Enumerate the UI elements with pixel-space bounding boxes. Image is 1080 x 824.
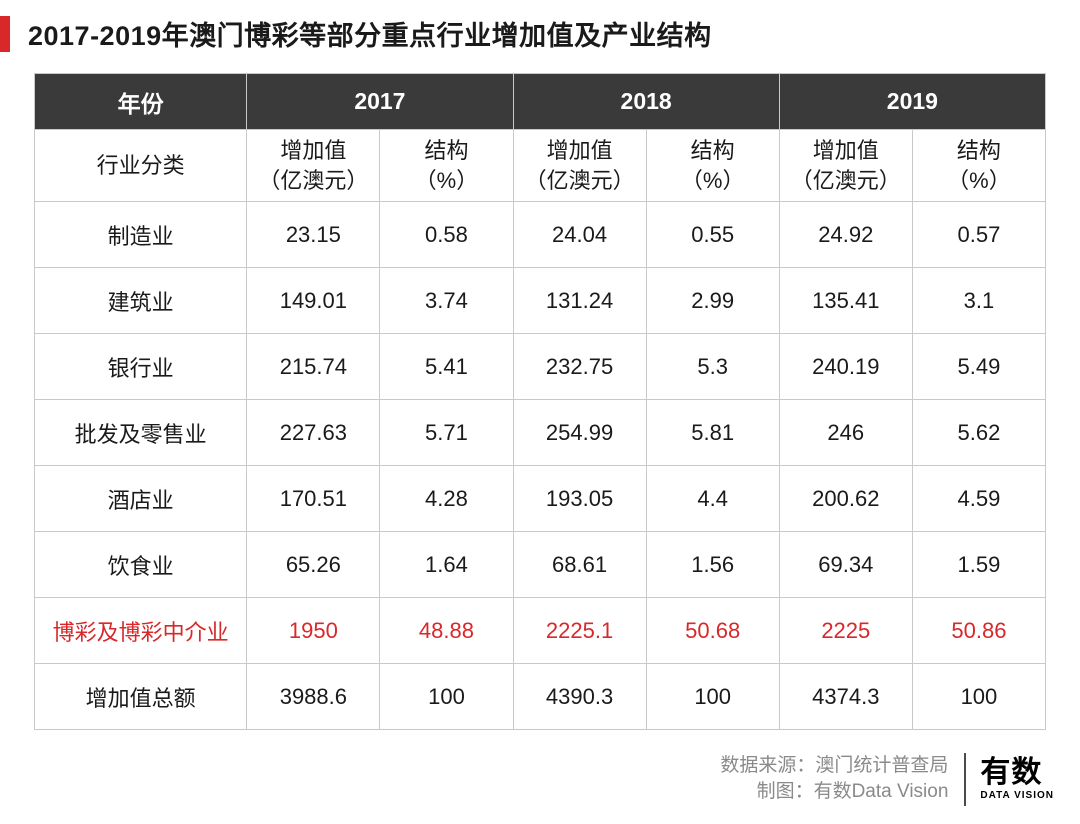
data-cell: 200.62 <box>779 466 912 532</box>
data-cell: 240.19 <box>779 334 912 400</box>
data-cell: 5.71 <box>380 400 513 466</box>
data-cell: 5.3 <box>646 334 779 400</box>
data-cell: 0.55 <box>646 202 779 268</box>
data-cell: 1.59 <box>912 532 1045 598</box>
row-name-cell: 银行业 <box>35 334 247 400</box>
data-cell: 4390.3 <box>513 664 646 730</box>
data-cell: 215.74 <box>247 334 380 400</box>
data-cell: 1.56 <box>646 532 779 598</box>
data-cell: 3988.6 <box>247 664 380 730</box>
data-cell: 23.15 <box>247 202 380 268</box>
table-container: 年份 2017 2018 2019 行业分类 增加值（亿澳元） 结构（%） 增加… <box>0 67 1080 730</box>
data-cell: 5.49 <box>912 334 1045 400</box>
data-cell: 24.92 <box>779 202 912 268</box>
year-header: 2017 <box>247 74 513 130</box>
table-row: 制造业23.150.5824.040.5524.920.57 <box>35 202 1046 268</box>
row-name-cell: 制造业 <box>35 202 247 268</box>
page-title: 2017-2019年澳门博彩等部分重点行业增加值及产业结构 <box>28 14 712 53</box>
data-cell: 227.63 <box>247 400 380 466</box>
subcol-header: 结构（%） <box>646 130 779 202</box>
data-cell: 135.41 <box>779 268 912 334</box>
row-name-cell: 增加值总额 <box>35 664 247 730</box>
subcol-header: 增加值（亿澳元） <box>513 130 646 202</box>
data-cell: 4.4 <box>646 466 779 532</box>
logo: 有数 DATA VISION <box>980 758 1054 801</box>
data-cell: 232.75 <box>513 334 646 400</box>
row-name-cell: 建筑业 <box>35 268 247 334</box>
data-cell: 4.28 <box>380 466 513 532</box>
source-credit: 数据来源：澳门统计普查局 制图：有数Data Vision <box>720 753 966 806</box>
data-cell: 149.01 <box>247 268 380 334</box>
data-cell: 65.26 <box>247 532 380 598</box>
footer: 数据来源：澳门统计普查局 制图：有数Data Vision 有数 DATA VI… <box>720 753 1054 806</box>
table-body: 制造业23.150.5824.040.5524.920.57建筑业149.013… <box>35 202 1046 730</box>
data-cell: 0.58 <box>380 202 513 268</box>
subcol-header: 结构（%） <box>380 130 513 202</box>
industry-table: 年份 2017 2018 2019 行业分类 增加值（亿澳元） 结构（%） 增加… <box>34 73 1046 730</box>
title-accent-mark <box>0 16 10 52</box>
data-cell: 48.88 <box>380 598 513 664</box>
year-header: 2019 <box>779 74 1045 130</box>
data-cell: 170.51 <box>247 466 380 532</box>
corner-header: 年份 <box>35 74 247 130</box>
row-name-cell: 饮食业 <box>35 532 247 598</box>
table-year-row: 年份 2017 2018 2019 <box>35 74 1046 130</box>
subcol-header: 结构（%） <box>912 130 1045 202</box>
data-cell: 193.05 <box>513 466 646 532</box>
data-cell: 131.24 <box>513 268 646 334</box>
data-cell: 100 <box>380 664 513 730</box>
data-cell: 50.86 <box>912 598 1045 664</box>
data-cell: 1950 <box>247 598 380 664</box>
table-row: 批发及零售业227.635.71254.995.812465.62 <box>35 400 1046 466</box>
data-cell: 0.57 <box>912 202 1045 268</box>
year-header: 2018 <box>513 74 779 130</box>
row-name-cell: 博彩及博彩中介业 <box>35 598 247 664</box>
data-cell: 3.74 <box>380 268 513 334</box>
data-cell: 4374.3 <box>779 664 912 730</box>
data-cell: 2.99 <box>646 268 779 334</box>
data-cell: 246 <box>779 400 912 466</box>
data-cell: 50.68 <box>646 598 779 664</box>
data-cell: 1.64 <box>380 532 513 598</box>
data-cell: 5.62 <box>912 400 1045 466</box>
data-cell: 5.41 <box>380 334 513 400</box>
data-cell: 69.34 <box>779 532 912 598</box>
logo-cn-text: 有数 <box>980 758 1054 788</box>
data-cell: 5.81 <box>646 400 779 466</box>
data-cell: 2225 <box>779 598 912 664</box>
table-row: 博彩及博彩中介业195048.882225.150.68222550.86 <box>35 598 1046 664</box>
table-row: 饮食业65.261.6468.611.5669.341.59 <box>35 532 1046 598</box>
data-cell: 68.61 <box>513 532 646 598</box>
data-cell: 100 <box>646 664 779 730</box>
logo-en-text: DATA VISION <box>980 790 1054 801</box>
row-category-header: 行业分类 <box>35 130 247 202</box>
table-subheader-row: 行业分类 增加值（亿澳元） 结构（%） 增加值（亿澳元） 结构（%） 增加值（亿… <box>35 130 1046 202</box>
data-cell: 24.04 <box>513 202 646 268</box>
subcol-header: 增加值（亿澳元） <box>779 130 912 202</box>
data-cell: 254.99 <box>513 400 646 466</box>
data-cell: 3.1 <box>912 268 1045 334</box>
data-cell: 4.59 <box>912 466 1045 532</box>
row-name-cell: 酒店业 <box>35 466 247 532</box>
subcol-header: 增加值（亿澳元） <box>247 130 380 202</box>
table-row: 增加值总额3988.61004390.31004374.3100 <box>35 664 1046 730</box>
data-cell: 100 <box>912 664 1045 730</box>
table-row: 银行业215.745.41232.755.3240.195.49 <box>35 334 1046 400</box>
data-cell: 2225.1 <box>513 598 646 664</box>
table-row: 建筑业149.013.74131.242.99135.413.1 <box>35 268 1046 334</box>
title-bar: 2017-2019年澳门博彩等部分重点行业增加值及产业结构 <box>0 0 1080 67</box>
row-name-cell: 批发及零售业 <box>35 400 247 466</box>
table-row: 酒店业170.514.28193.054.4200.624.59 <box>35 466 1046 532</box>
